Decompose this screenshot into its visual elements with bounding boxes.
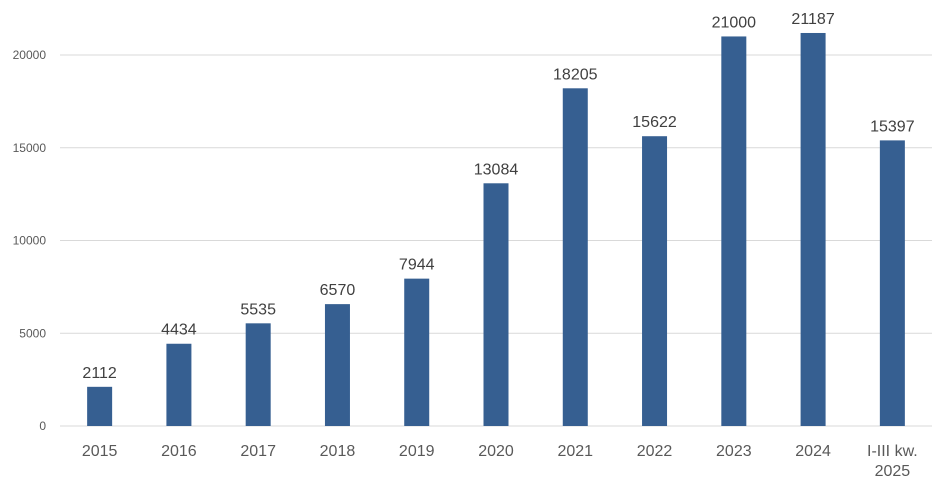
y-tick-label: 0 bbox=[39, 419, 46, 433]
bar bbox=[642, 136, 668, 426]
data-label: 7944 bbox=[399, 257, 435, 274]
x-tick-label: 2023 bbox=[716, 443, 752, 460]
data-label: 4434 bbox=[161, 322, 197, 339]
bar bbox=[721, 36, 747, 426]
data-label: 15397 bbox=[870, 118, 915, 135]
data-label: 2112 bbox=[82, 365, 117, 382]
bar bbox=[245, 323, 271, 426]
bar bbox=[166, 343, 192, 426]
bar bbox=[87, 386, 113, 426]
bar bbox=[404, 278, 430, 426]
bars bbox=[87, 32, 905, 427]
y-tick-label: 10000 bbox=[13, 234, 47, 248]
bar bbox=[879, 140, 905, 426]
x-tick-label: 2021 bbox=[557, 443, 593, 460]
x-tick-label: 2016 bbox=[161, 443, 197, 460]
data-label: 5535 bbox=[240, 301, 276, 318]
x-tick-label: 2015 bbox=[82, 443, 118, 460]
x-tick-label: 2022 bbox=[637, 443, 673, 460]
x-tick-label: 2020 bbox=[478, 443, 514, 460]
data-label: 13084 bbox=[474, 161, 519, 178]
data-label: 18205 bbox=[553, 66, 598, 83]
x-axis: 2015 2016 2017 2018 2019 2020 2021 2022 2023 2024… bbox=[82, 443, 918, 480]
x-tick-label: 2019 bbox=[399, 443, 435, 460]
y-tick-label: 15000 bbox=[13, 141, 47, 155]
y-axis: 0 5000 10000 15000 20000 bbox=[13, 48, 47, 433]
x-tick-label: 2017 bbox=[240, 443, 276, 460]
y-tick-label: 5000 bbox=[19, 326, 46, 340]
x-tick-label: 2024 bbox=[795, 443, 831, 460]
bar bbox=[800, 32, 826, 427]
data-label: 15622 bbox=[632, 114, 677, 131]
bar bbox=[324, 304, 350, 426]
data-label: 21187 bbox=[791, 11, 834, 28]
x-tick-label: 2018 bbox=[320, 443, 356, 460]
x-tick-label: I-III kw. 2025 bbox=[867, 443, 918, 480]
data-label: 6570 bbox=[320, 282, 356, 299]
bar bbox=[562, 88, 588, 427]
bar bbox=[483, 183, 509, 426]
data-labels: 2112 4434 5535 6570 7944 13084 18205 15622 21000… bbox=[82, 11, 914, 382]
y-tick-label: 20000 bbox=[13, 48, 47, 62]
data-label: 21000 bbox=[712, 14, 757, 31]
